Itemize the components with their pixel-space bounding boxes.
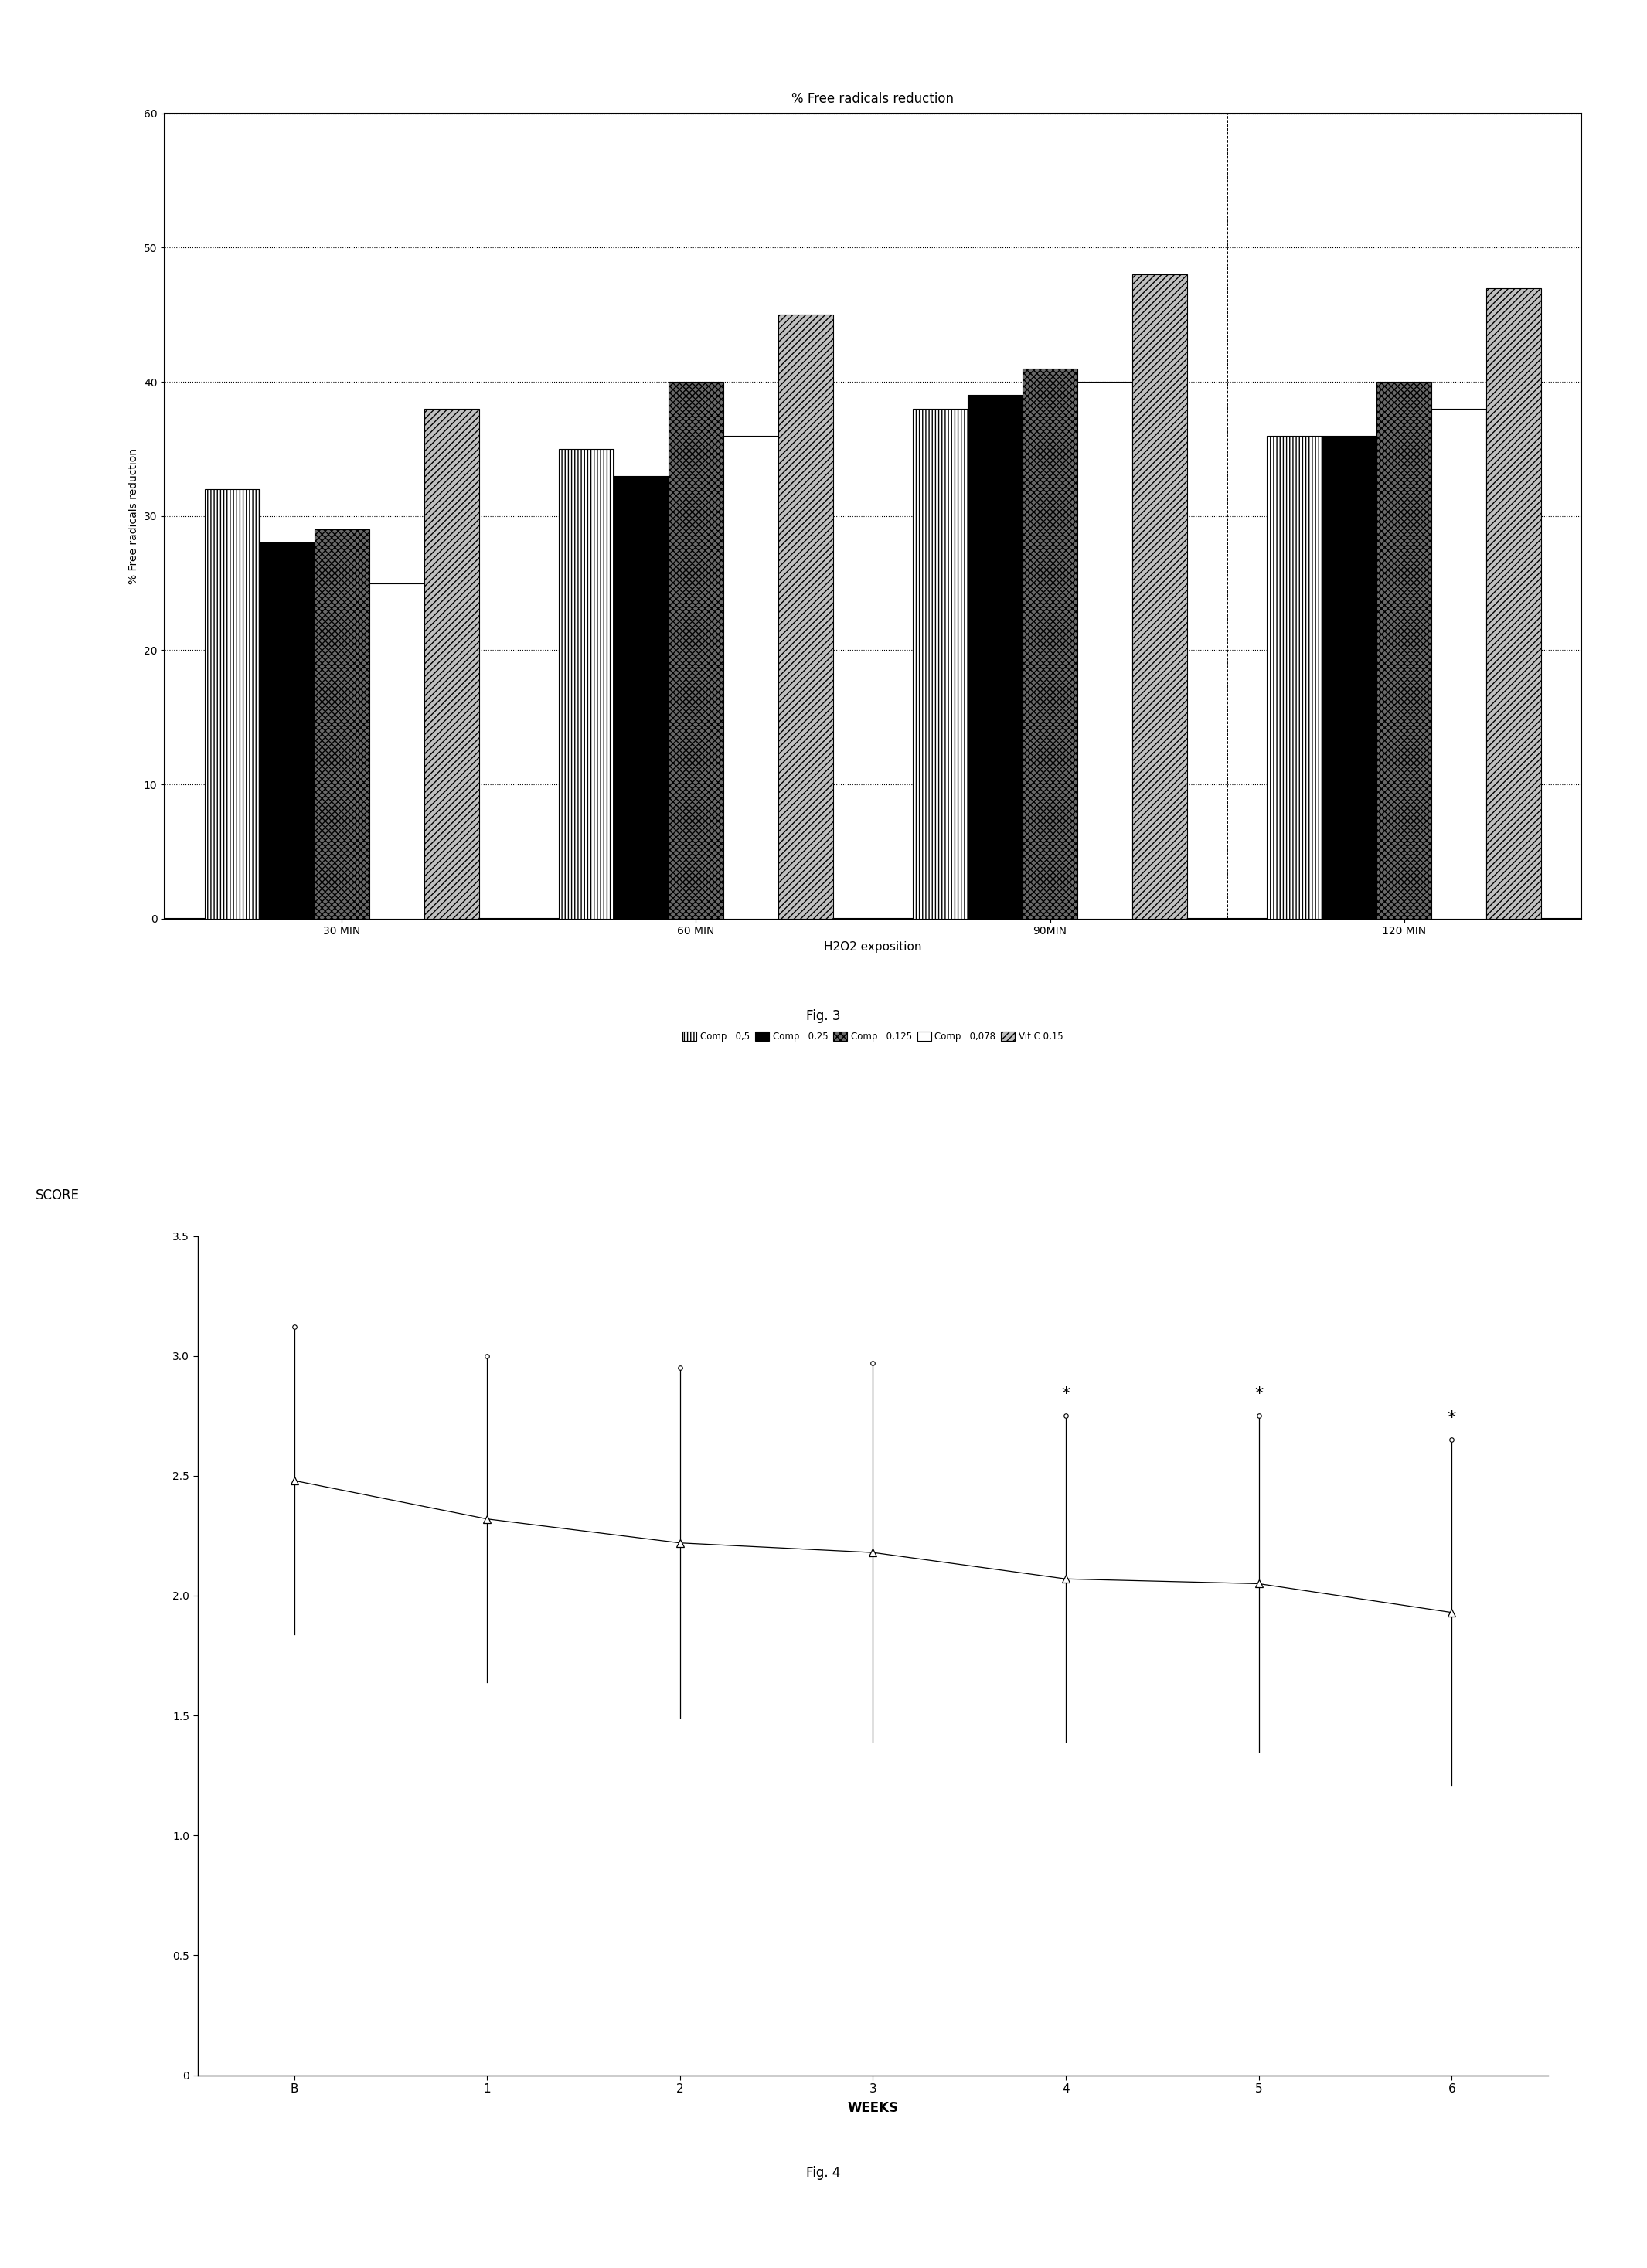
- Text: *: *: [1062, 1386, 1071, 1402]
- Text: Fig. 4: Fig. 4: [807, 2166, 840, 2180]
- Bar: [315, 528, 369, 919]
- Bar: [204, 490, 260, 919]
- Bar: [912, 408, 968, 919]
- Bar: [723, 435, 777, 919]
- Bar: [1486, 288, 1542, 919]
- Bar: [260, 542, 315, 919]
- Bar: [1131, 274, 1187, 919]
- Bar: [1023, 367, 1077, 919]
- Y-axis label: % Free radicals reduction: % Free radicals reduction: [128, 449, 140, 583]
- Bar: [614, 476, 669, 919]
- X-axis label: WEEKS: WEEKS: [848, 2100, 898, 2116]
- X-axis label: H2O2 exposition: H2O2 exposition: [824, 941, 922, 953]
- Text: SCORE: SCORE: [36, 1188, 79, 1202]
- Bar: [669, 381, 723, 919]
- Bar: [1267, 435, 1323, 919]
- Bar: [558, 449, 614, 919]
- Bar: [369, 583, 423, 919]
- Text: *: *: [1448, 1411, 1456, 1427]
- Text: Fig. 3: Fig. 3: [807, 1009, 840, 1023]
- Bar: [1431, 408, 1486, 919]
- Bar: [1323, 435, 1377, 919]
- Bar: [777, 315, 833, 919]
- Text: *: *: [1255, 1386, 1263, 1402]
- Bar: [423, 408, 479, 919]
- Legend: Comp   0,5, Comp   0,25, Comp   0,125, Comp   0,078, Vit.C 0,15: Comp 0,5, Comp 0,25, Comp 0,125, Comp 0,…: [679, 1027, 1067, 1046]
- Bar: [1077, 381, 1131, 919]
- Bar: [1377, 381, 1431, 919]
- Title: % Free radicals reduction: % Free radicals reduction: [792, 91, 954, 107]
- Bar: [968, 395, 1023, 919]
